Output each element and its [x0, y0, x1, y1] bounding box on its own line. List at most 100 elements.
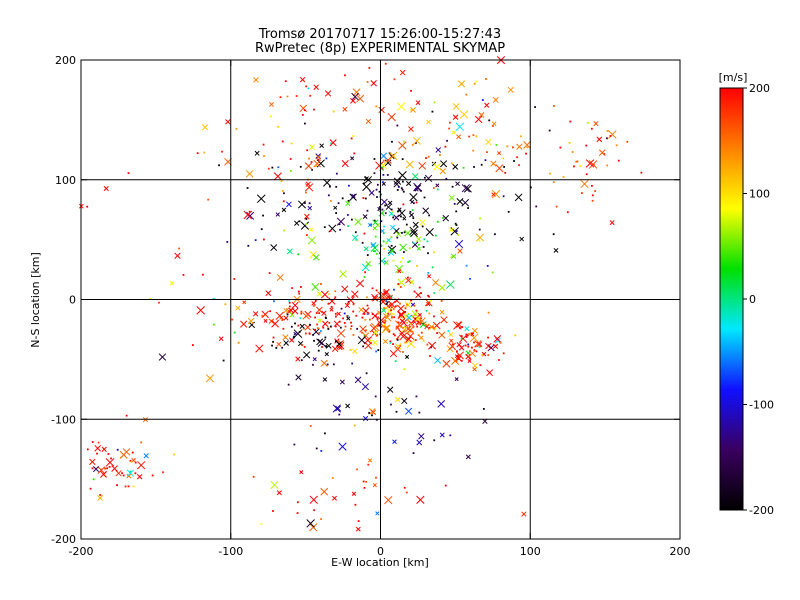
data-point-cross	[387, 249, 395, 257]
data-point-cross	[474, 115, 483, 124]
data-point-cross	[416, 246, 421, 251]
data-point-cross	[382, 338, 389, 345]
data-point-cross	[286, 201, 292, 208]
data-point-dot	[318, 331, 321, 334]
data-point-cross	[335, 405, 342, 412]
data-point-dot	[91, 441, 94, 443]
data-point-cross	[452, 163, 459, 170]
data-point-dot	[305, 85, 308, 88]
data-point-dot	[377, 323, 379, 326]
data-point-cross	[329, 139, 337, 147]
data-point-dot	[417, 320, 419, 323]
data-point-cross	[322, 320, 329, 328]
data-point-cross	[302, 312, 310, 320]
data-point-dot	[444, 145, 447, 148]
data-point-cross	[293, 331, 298, 336]
data-point-dot	[418, 286, 421, 289]
data-point-cross	[372, 483, 377, 488]
data-point-cross	[465, 454, 471, 460]
data-point-cross	[94, 444, 101, 452]
data-point-dot	[86, 205, 89, 208]
data-point-dot	[226, 241, 229, 243]
y-axis-ticks: -200 -100 0 100 200	[51, 54, 680, 546]
data-point-dot	[548, 129, 551, 132]
data-point-cross	[371, 312, 379, 320]
data-point-cross	[406, 314, 412, 321]
data-point-cross	[336, 329, 346, 338]
data-point-dot	[431, 266, 434, 269]
data-point-cross	[300, 221, 310, 230]
data-point-dot	[455, 210, 458, 213]
data-point-dot	[366, 209, 369, 212]
data-point-dot	[283, 192, 285, 195]
data-point-cross	[384, 495, 393, 505]
data-point-dot	[406, 303, 409, 306]
data-point-dot	[405, 336, 407, 339]
data-point-cross	[438, 284, 446, 292]
data-point-cross	[336, 311, 341, 317]
data-point-cross	[455, 181, 460, 187]
data-point-dot	[297, 324, 300, 327]
data-point-dot	[400, 326, 403, 329]
data-point-cross	[169, 281, 175, 286]
data-point-dot	[272, 510, 274, 512]
data-point-cross	[299, 323, 305, 329]
x-tick-label: 200	[670, 545, 691, 558]
data-point-dot	[514, 334, 517, 337]
data-point-cross	[304, 213, 310, 220]
data-point-dot	[391, 316, 393, 319]
data-point-dot	[344, 325, 347, 328]
data-point-dot	[430, 346, 432, 349]
data-point-dot	[380, 325, 383, 328]
data-point-dot	[268, 272, 271, 274]
data-point-cross	[361, 263, 370, 272]
data-point-dot	[86, 448, 89, 451]
data-point-cross	[497, 151, 502, 156]
data-point-cross	[507, 86, 514, 93]
data-point-cross	[427, 274, 432, 279]
data-point-dot	[125, 414, 128, 417]
data-point-cross	[393, 214, 400, 221]
data-point-cross	[393, 177, 402, 185]
data-point-dot	[129, 459, 132, 462]
data-point-dot	[411, 143, 414, 146]
data-point-dot	[320, 450, 323, 452]
data-point-dot	[411, 209, 414, 212]
data-point-cross	[415, 236, 422, 242]
data-point-cross	[351, 193, 356, 199]
data-point-dot	[347, 225, 350, 227]
data-point-dot	[460, 335, 463, 337]
data-point-cross	[370, 242, 377, 249]
data-point-dot	[407, 276, 409, 279]
data-point-cross	[320, 487, 329, 496]
data-point-dot	[420, 317, 422, 320]
data-point-cross	[409, 212, 415, 218]
data-point-cross	[370, 80, 377, 87]
data-point-cross	[297, 200, 306, 209]
data-point-cross	[418, 433, 425, 440]
data-point-cross	[399, 332, 408, 341]
data-point-dot	[365, 329, 367, 332]
data-point-dot	[390, 236, 393, 238]
data-point-cross	[415, 319, 422, 326]
data-point-dot	[487, 336, 489, 339]
data-point-cross	[458, 344, 465, 351]
data-point-dot	[549, 172, 551, 175]
data-point-dot	[555, 205, 558, 208]
data-point-cross	[454, 239, 464, 249]
data-point-cross	[484, 102, 490, 108]
data-point-cross	[304, 183, 314, 192]
data-point-dot	[252, 475, 255, 478]
data-point-dot	[502, 352, 505, 355]
data-point-dot	[397, 336, 399, 339]
data-point-cross	[439, 167, 447, 175]
data-point-dot	[99, 494, 102, 496]
data-point-cross	[337, 340, 344, 347]
data-point-dot	[350, 325, 353, 328]
data-point-cross	[457, 80, 466, 88]
data-point-cross	[523, 140, 531, 149]
data-point-dot	[365, 480, 368, 483]
data-point-dot	[552, 181, 555, 184]
data-point-dot	[413, 202, 415, 205]
data-point-dot	[568, 141, 571, 144]
